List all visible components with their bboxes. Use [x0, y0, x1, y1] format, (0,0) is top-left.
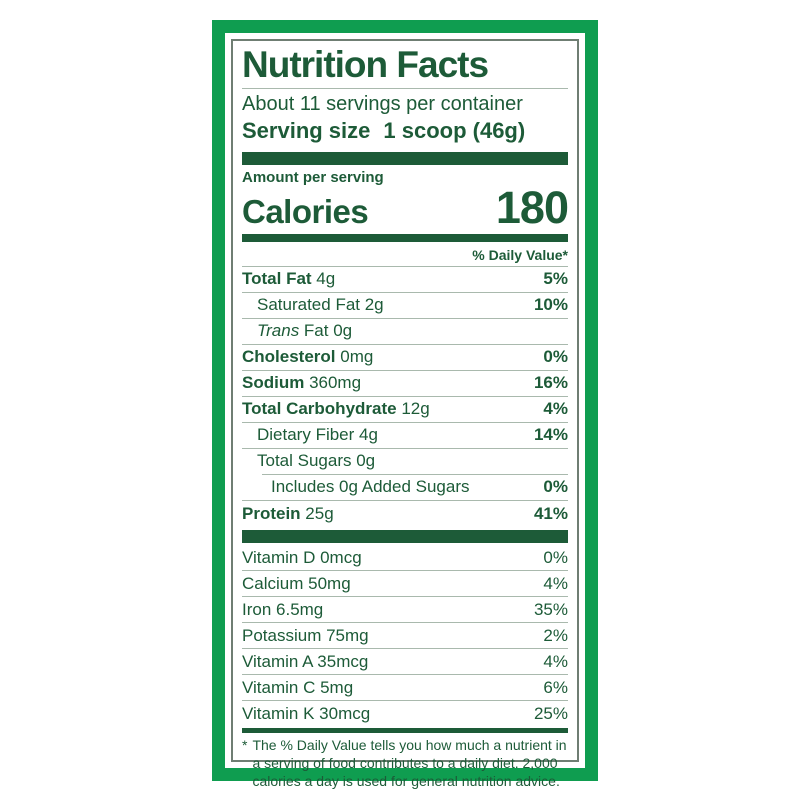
nutrient-name: Trans Fat 0g	[257, 321, 353, 341]
nutrient-name: Vitamin A 35mcg	[242, 651, 369, 671]
row-divider	[242, 596, 568, 598]
calories-row: Calories 180	[242, 182, 569, 234]
nutrient-daily-value: 0%	[543, 477, 568, 497]
daily-value-header: % Daily Value*	[242, 242, 568, 267]
row-divider	[242, 395, 568, 397]
nutrient-name: Vitamin K 30mcg	[242, 703, 371, 723]
nutrient-row: Cholesterol 0mg 0%	[242, 345, 568, 370]
nutrient-name: Iron 6.5mg	[242, 599, 324, 619]
nutrient-name: Includes 0g Added Sugars	[271, 477, 470, 497]
nutrient-row: Sodium 360mg 16%	[242, 371, 568, 396]
calories-value: 180	[495, 182, 569, 234]
row-divider	[242, 369, 568, 371]
nutrient-daily-value: 35%	[533, 599, 568, 619]
label-frame: Nutrition Facts About 11 servings per co…	[212, 20, 598, 789]
nutrient-name: Vitamin C 5mg	[242, 677, 354, 697]
nutrient-daily-value: 4%	[543, 651, 568, 671]
nutrient-row: Saturated Fat 2g 10%	[242, 293, 568, 318]
nutrient-row: Protein 25g 41%	[242, 501, 568, 526]
nutrient-row: Calcium 50mg 4%	[242, 571, 568, 596]
vitamin-rows: Vitamin D 0mcg 0% Calcium 50mg 4% Iron 6.5mg…	[242, 543, 568, 726]
nutrient-name: Potassium 75mg	[242, 625, 369, 645]
nutrient-row: Total Carbohydrate 12g 4%	[242, 397, 568, 422]
nutrient-daily-value: 0%	[543, 347, 568, 367]
nutrient-name: Cholesterol 0mg	[242, 347, 374, 367]
nutrient-daily-value: 16%	[533, 373, 568, 393]
title-divider	[242, 87, 568, 89]
nutrient-row: Vitamin D 0mcg 0%	[242, 545, 568, 570]
footnote-text: The % Daily Value tells you how much a n…	[252, 737, 567, 789]
row-divider	[242, 674, 568, 676]
calories-divider-bar	[242, 233, 568, 242]
row-divider	[262, 473, 568, 475]
row-divider	[242, 570, 568, 572]
vitamins-section-bar	[242, 530, 568, 544]
nutrient-rows: Total Fat 4g 5% Saturated Fat 2g 10% Trans F…	[242, 267, 568, 526]
nutrient-daily-value: 4%	[543, 573, 568, 593]
nutrient-row: Trans Fat 0g	[242, 319, 568, 344]
row-divider	[242, 317, 568, 319]
nutrient-row: Total Sugars 0g	[242, 449, 568, 474]
nutrient-row: Vitamin C 5mg 6%	[242, 675, 568, 700]
serving-size-label: Serving size	[242, 117, 371, 143]
nutrient-name: Total Carbohydrate 12g	[242, 399, 430, 419]
nutrient-row: Vitamin K 30mcg 25%	[242, 701, 568, 726]
nutrient-name: Dietary Fiber 4g	[257, 425, 378, 445]
servings-per-container: About 11 servings per container	[242, 92, 523, 115]
nutrient-name: Sodium 360mg	[242, 373, 362, 393]
row-divider	[242, 500, 568, 502]
nutrient-row: Dietary Fiber 4g 14%	[242, 423, 568, 448]
nutrient-daily-value: 25%	[533, 703, 568, 723]
nutrient-row: Total Fat 4g 5%	[242, 267, 568, 292]
amount-per-serving-label: Amount per serving	[242, 169, 384, 187]
row-divider	[242, 421, 568, 423]
nutrient-daily-value: 4%	[543, 399, 568, 419]
nutrient-name: Total Sugars 0g	[257, 451, 376, 471]
row-divider	[242, 447, 568, 449]
nutrient-daily-value: 0%	[543, 547, 568, 567]
nutrient-row: Vitamin A 35mcg 4%	[242, 649, 568, 674]
nutrient-daily-value: 41%	[533, 503, 568, 523]
nutrient-daily-value: 6%	[543, 677, 568, 697]
footnote-divider-bar	[242, 728, 568, 734]
nutrient-daily-value: 10%	[533, 295, 568, 315]
section-bar-top	[242, 152, 568, 166]
serving-size-value: 1 scoop (46g)	[383, 117, 526, 143]
nutrient-name: Protein 25g	[242, 503, 334, 523]
nutrient-row: Iron 6.5mg 35%	[242, 597, 568, 622]
row-divider	[242, 622, 568, 624]
row-divider	[242, 291, 568, 293]
nutrient-row: Potassium 75mg 2%	[242, 623, 568, 648]
nutrient-daily-value: 2%	[543, 625, 568, 645]
serving-size-row: Serving size 1 scoop (46g)	[242, 117, 568, 144]
nutrient-daily-value: 5%	[543, 269, 568, 289]
calories-label: Calories	[242, 193, 369, 231]
row-divider	[242, 648, 568, 650]
footnote: * The % Daily Value tells you how much a…	[242, 733, 568, 790]
nutrient-name: Vitamin D 0mcg	[242, 547, 362, 567]
label-title: Nutrition Facts	[242, 44, 489, 85]
nutrient-name: Saturated Fat 2g	[257, 295, 384, 315]
row-divider	[242, 700, 568, 702]
nutrient-name: Total Fat 4g	[242, 269, 336, 289]
nutrient-daily-value: 14%	[533, 425, 568, 445]
nutrient-row: Includes 0g Added Sugars 0%	[242, 475, 568, 500]
footnote-marker: *	[242, 737, 248, 754]
row-divider	[242, 343, 568, 345]
nutrient-name: Calcium 50mg	[242, 573, 351, 593]
nutrition-label: Nutrition Facts About 11 servings per co…	[231, 39, 579, 789]
